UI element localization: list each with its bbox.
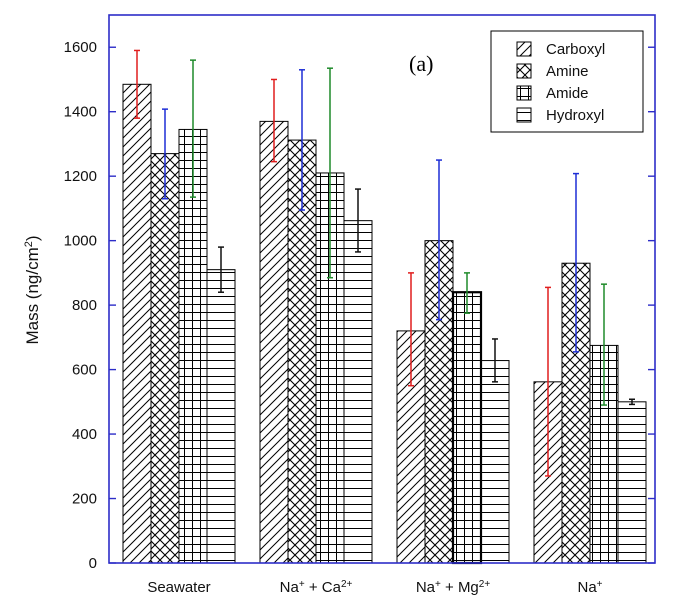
bar-hydroxyl-na-mg2 [480, 360, 510, 564]
bars-layer [122, 83, 647, 565]
error-bar-carboxyl-na [545, 286, 551, 477]
bar-amide-na-mg2 [451, 291, 483, 565]
error-bar-amine-na-ca2 [299, 69, 305, 211]
error-bar-amine-seawater [162, 108, 168, 200]
category-label-na: Na+ [577, 579, 602, 597]
legend-swatch-hydroxyl [516, 107, 532, 123]
legend-swatch-amine [516, 63, 532, 79]
legend: Carboxyl Amine Amide Hydroxyl [490, 30, 644, 133]
category-label-na-mg2: Na+ + Mg2+ [416, 579, 491, 597]
bar-carboxyl-seawater [122, 83, 152, 564]
error-bar-hydroxyl-na [629, 398, 635, 406]
y-tick-label: 400 [72, 426, 97, 443]
bar-amide-seawater [178, 128, 208, 564]
y-axis-title: Mass (ng/cm2) [23, 235, 42, 344]
error-bar-hydroxyl-na-ca2 [355, 188, 361, 253]
category-labels-layer: Seawater Na+ + Ca2+ Na+ + Mg2+ Na+ [147, 579, 602, 597]
error-bar-carboxyl-na-ca2 [271, 78, 277, 163]
error-bar-amine-na [573, 172, 579, 353]
bar-hydroxyl-na-ca2 [343, 220, 373, 564]
bar-carboxyl-na-ca2 [259, 120, 289, 564]
legend-label-amide: Amide [546, 85, 589, 102]
legend-swatch-carboxyl [516, 41, 532, 57]
y-tick-label: 800 [72, 297, 97, 314]
error-bar-amide-na-mg2 [464, 272, 470, 314]
y-tick-label: 1000 [64, 233, 97, 250]
category-label-na-ca2: Na+ + Ca2+ [280, 579, 353, 597]
bar-hydroxyl-na [617, 401, 647, 564]
error-bar-hydroxyl-na-mg2 [492, 338, 498, 383]
bar-hydroxyl-seawater [206, 269, 236, 564]
error-bar-carboxyl-seawater [134, 49, 140, 119]
legend-label-carboxyl: Carboxyl [546, 41, 605, 58]
y-tick-label: 1400 [64, 104, 97, 121]
panel-label: (a) [409, 51, 433, 76]
bar-amine-seawater [150, 153, 180, 564]
y-tick-label: 1600 [64, 39, 97, 56]
error-bars-layer [134, 49, 635, 477]
legend-label-hydroxyl: Hydroxyl [546, 107, 604, 124]
y-ticks-layer: 0 200 400 600 800 1000 1200 1400 1600 [64, 39, 655, 572]
error-bar-amide-seawater [190, 59, 196, 198]
y-tick-label: 200 [72, 491, 97, 508]
error-bar-amide-na-ca2 [327, 67, 333, 279]
error-bar-amide-na [601, 283, 607, 406]
legend-swatch-amide [516, 85, 532, 101]
error-bar-carboxyl-na-mg2 [408, 272, 414, 387]
y-tick-label: 1200 [64, 168, 97, 185]
y-tick-label: 0 [89, 555, 97, 572]
plot-frame [108, 14, 656, 564]
error-bar-hydroxyl-seawater [218, 246, 224, 293]
category-label-seawater: Seawater [147, 579, 210, 596]
legend-label-amine: Amine [546, 63, 589, 80]
y-tick-label: 600 [72, 362, 97, 379]
error-bar-amine-na-mg2 [436, 159, 442, 321]
legend-box [490, 30, 644, 133]
